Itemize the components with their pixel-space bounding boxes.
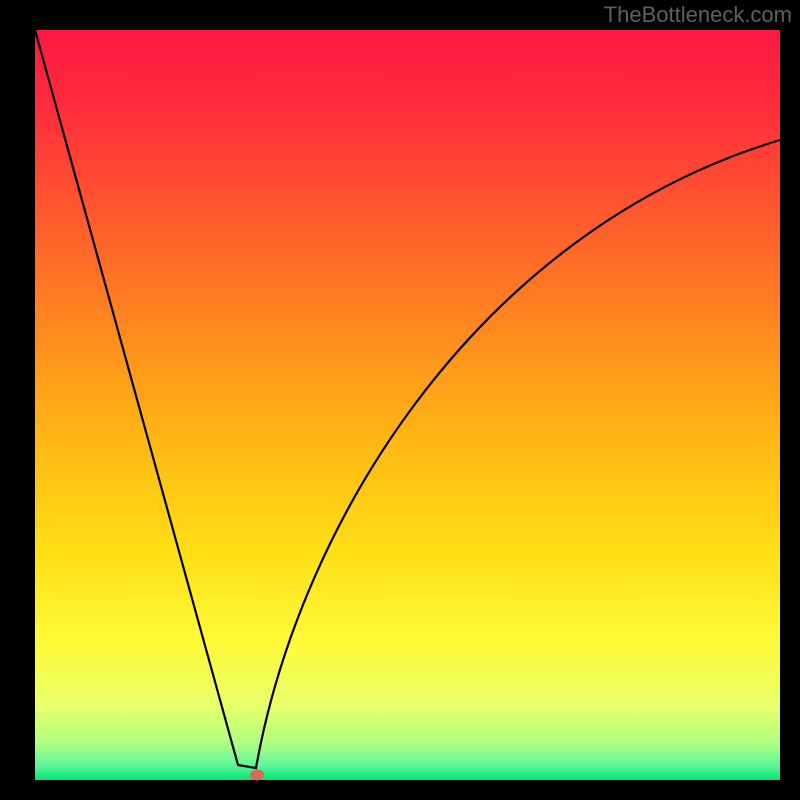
plot-area — [35, 30, 780, 780]
chart-container: TheBottleneck.com — [0, 0, 800, 800]
watermark-text: TheBottleneck.com — [604, 2, 792, 28]
optimum-marker — [250, 770, 264, 781]
bottleneck-curve — [35, 30, 780, 780]
